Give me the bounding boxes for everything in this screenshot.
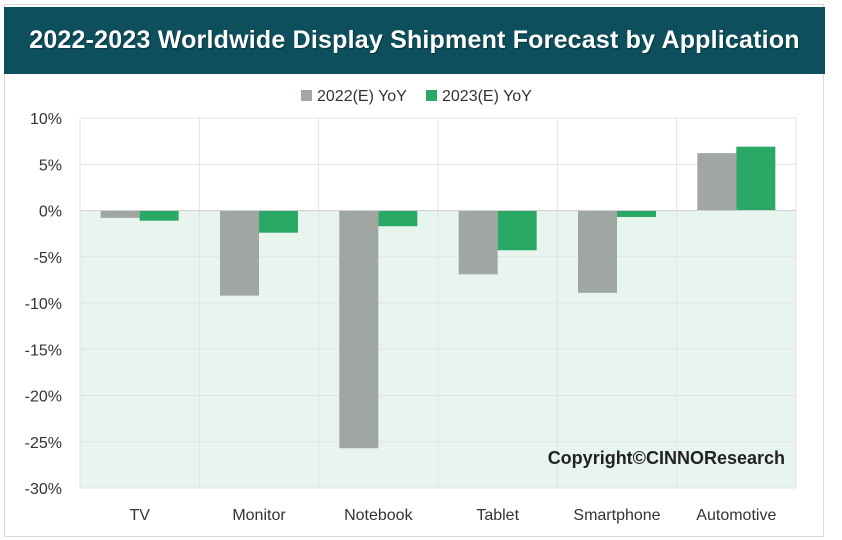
bar-2022-e-yoy-tablet [458,210,498,275]
legend: 2022(E) YoY 2023(E) YoY [301,88,532,105]
legend-swatch [301,90,312,101]
y-tick-label: 10% [30,111,62,128]
x-tick-label: Notebook [344,507,413,524]
y-tick-label: 5% [39,157,62,174]
bar-2023-e-yoy-smartphone [617,210,656,217]
bar-2022-e-yoy-automotive [697,153,737,211]
bar-2022-e-yoy-monitor [220,210,259,296]
copyright-annotation: Copyright©CINNOResearch [548,448,785,468]
bar-2023-e-yoy-tv [139,210,179,221]
y-tick-label: -10% [25,296,62,313]
x-tick-label: TV [129,507,150,524]
gridlines [79,117,797,489]
bar-2022-e-yoy-smartphone [578,210,617,293]
y-tick-label: -15% [25,342,62,359]
y-tick-label: -25% [25,435,62,452]
y-tick-label: -30% [25,481,62,498]
axes: 10% 5% 0% -5% -10% -15% -20% -25% -30% TV Monitor N… [25,111,796,524]
chart-title: 2022-2023 Worldwide Display Shipment For… [29,26,800,54]
bar-2022-e-yoy-notebook [339,210,379,449]
legend-label: 2022(E) YoY [317,88,407,105]
bar-2023-e-yoy-notebook [378,210,418,227]
bars [100,146,776,449]
bar-2023-e-yoy-automotive [736,146,776,211]
legend-swatch [426,90,437,101]
legend-label: 2023(E) YoY [442,88,532,105]
x-tick-label: Monitor [232,507,286,524]
x-tick-label: Automotive [696,507,776,524]
x-tick-label: Tablet [476,507,519,524]
bar-2022-e-yoy-tv [100,210,140,218]
bar-2023-e-yoy-monitor [259,210,298,233]
x-tick-label: Smartphone [573,507,660,524]
bar-2023-e-yoy-tablet [497,210,537,251]
y-tick-label: 0% [39,204,62,221]
y-tick-label: -20% [25,389,62,406]
y-tick-label: -5% [34,250,62,267]
title-bar: 2022-2023 Worldwide Display Shipment For… [4,7,825,74]
